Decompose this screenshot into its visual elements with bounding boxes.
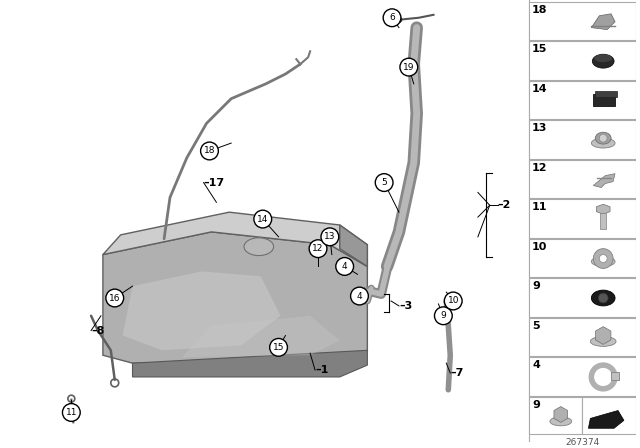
Polygon shape — [123, 271, 280, 350]
Polygon shape — [103, 232, 367, 363]
Bar — [600, 213, 606, 229]
Ellipse shape — [244, 238, 274, 255]
Text: 11: 11 — [532, 202, 548, 212]
Circle shape — [254, 210, 271, 228]
Polygon shape — [340, 225, 367, 267]
Text: 18: 18 — [204, 146, 215, 155]
Bar — [529, 396, 582, 434]
Text: 9: 9 — [532, 281, 540, 291]
Text: 14: 14 — [257, 215, 268, 224]
Ellipse shape — [595, 132, 611, 144]
Circle shape — [383, 9, 401, 26]
Bar — [611, 372, 619, 380]
Text: 10: 10 — [447, 297, 459, 306]
Circle shape — [321, 228, 339, 246]
Ellipse shape — [595, 54, 612, 62]
Bar — [582, 396, 636, 434]
Bar — [529, 239, 636, 277]
Ellipse shape — [590, 336, 616, 346]
Bar — [529, 2, 636, 40]
Circle shape — [63, 404, 80, 422]
Text: 4: 4 — [342, 262, 348, 271]
Text: –2: –2 — [498, 200, 511, 210]
Text: 15: 15 — [532, 44, 548, 54]
Text: 6: 6 — [389, 13, 395, 22]
Text: 19: 19 — [403, 63, 415, 72]
Circle shape — [400, 58, 418, 76]
Text: 4: 4 — [532, 360, 540, 370]
Text: –3: –3 — [399, 301, 412, 311]
Text: 18: 18 — [532, 5, 548, 15]
Circle shape — [106, 289, 124, 307]
Bar — [529, 42, 636, 80]
Text: –17: –17 — [204, 177, 225, 188]
Circle shape — [599, 254, 607, 263]
Circle shape — [444, 292, 462, 310]
Bar — [593, 94, 615, 106]
Bar — [529, 121, 636, 159]
Polygon shape — [554, 406, 568, 422]
Text: 12: 12 — [312, 244, 324, 253]
Ellipse shape — [550, 417, 572, 426]
Text: 5: 5 — [381, 178, 387, 187]
Text: 10: 10 — [532, 242, 548, 252]
Circle shape — [200, 142, 218, 160]
Circle shape — [309, 240, 327, 258]
Polygon shape — [595, 327, 611, 345]
Text: –1: –1 — [315, 365, 328, 375]
Bar — [529, 160, 636, 198]
Polygon shape — [182, 316, 340, 357]
Circle shape — [351, 287, 369, 305]
Polygon shape — [596, 204, 610, 214]
Text: –8: –8 — [91, 326, 104, 336]
Polygon shape — [588, 410, 624, 428]
Bar — [529, 81, 636, 120]
Circle shape — [599, 134, 607, 142]
Text: 16: 16 — [109, 293, 120, 302]
Circle shape — [269, 339, 287, 356]
Text: 12: 12 — [532, 163, 548, 173]
Circle shape — [593, 249, 613, 268]
Polygon shape — [103, 212, 367, 267]
Ellipse shape — [591, 138, 615, 148]
Bar — [529, 199, 636, 238]
Text: 15: 15 — [273, 343, 284, 352]
Ellipse shape — [591, 290, 615, 306]
Bar — [529, 318, 636, 356]
Bar — [595, 91, 617, 97]
Ellipse shape — [593, 54, 614, 68]
Circle shape — [336, 258, 353, 276]
Text: 9: 9 — [440, 311, 446, 320]
Polygon shape — [132, 350, 367, 377]
Text: 14: 14 — [532, 84, 548, 94]
Bar — [529, 357, 636, 396]
Text: –7: –7 — [451, 368, 463, 378]
Text: 267374: 267374 — [565, 438, 600, 447]
Polygon shape — [593, 174, 615, 188]
Bar — [529, 278, 636, 317]
Text: 13: 13 — [532, 123, 548, 134]
Text: 5: 5 — [532, 321, 540, 331]
Ellipse shape — [591, 257, 615, 267]
Text: 9: 9 — [532, 400, 540, 409]
Circle shape — [375, 174, 393, 191]
Circle shape — [435, 307, 452, 325]
Circle shape — [396, 17, 402, 23]
Polygon shape — [591, 14, 615, 30]
Text: 4: 4 — [356, 292, 362, 301]
Text: 13: 13 — [324, 233, 335, 241]
Text: 11: 11 — [65, 408, 77, 417]
Circle shape — [598, 293, 608, 303]
